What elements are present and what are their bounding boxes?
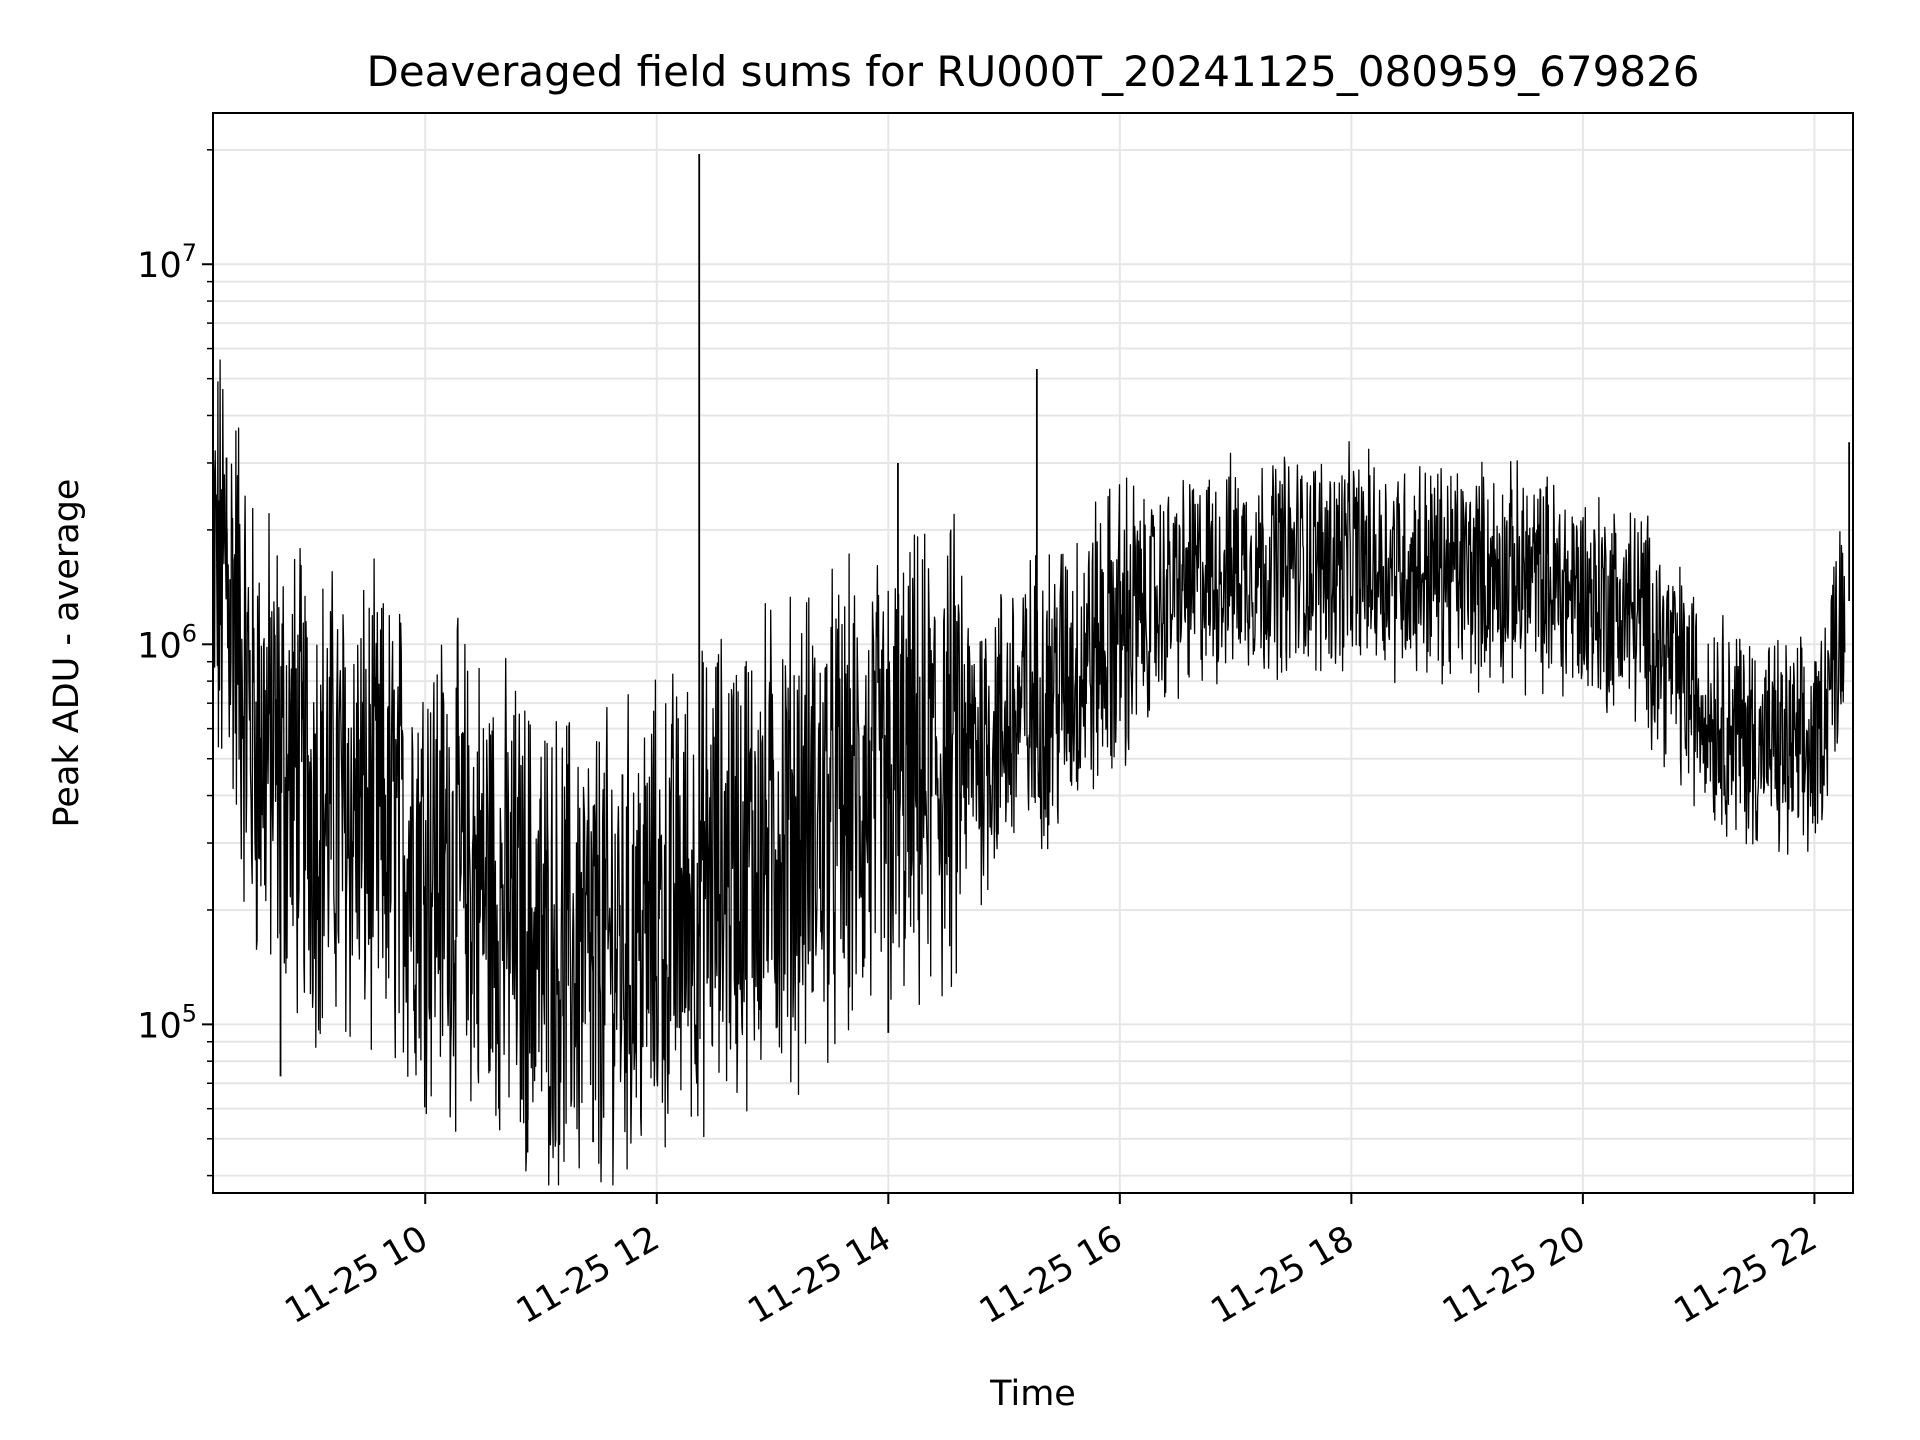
x-axis-label: Time — [989, 1374, 1076, 1414]
y-tick-base: 10 — [137, 626, 182, 666]
plot-frame — [212, 112, 1854, 1194]
y-tick-exponent: 7 — [182, 239, 197, 267]
y-tick-exponent: 6 — [182, 619, 197, 647]
chart-title: Deaveraged field sums for RU000T_2024112… — [366, 47, 1699, 96]
y-tick-base: 10 — [137, 246, 182, 286]
y-axis-label: Peak ADU - average — [47, 479, 87, 828]
y-tick-exponent: 5 — [182, 999, 197, 1027]
y-tick-label: 105 — [137, 999, 197, 1046]
y-tick-label: 107 — [137, 239, 197, 286]
y-tick-base: 10 — [137, 1006, 182, 1046]
y-tick-label: 106 — [137, 619, 197, 666]
series-line — [212, 359, 1846, 1186]
series-layer — [212, 154, 1851, 1186]
